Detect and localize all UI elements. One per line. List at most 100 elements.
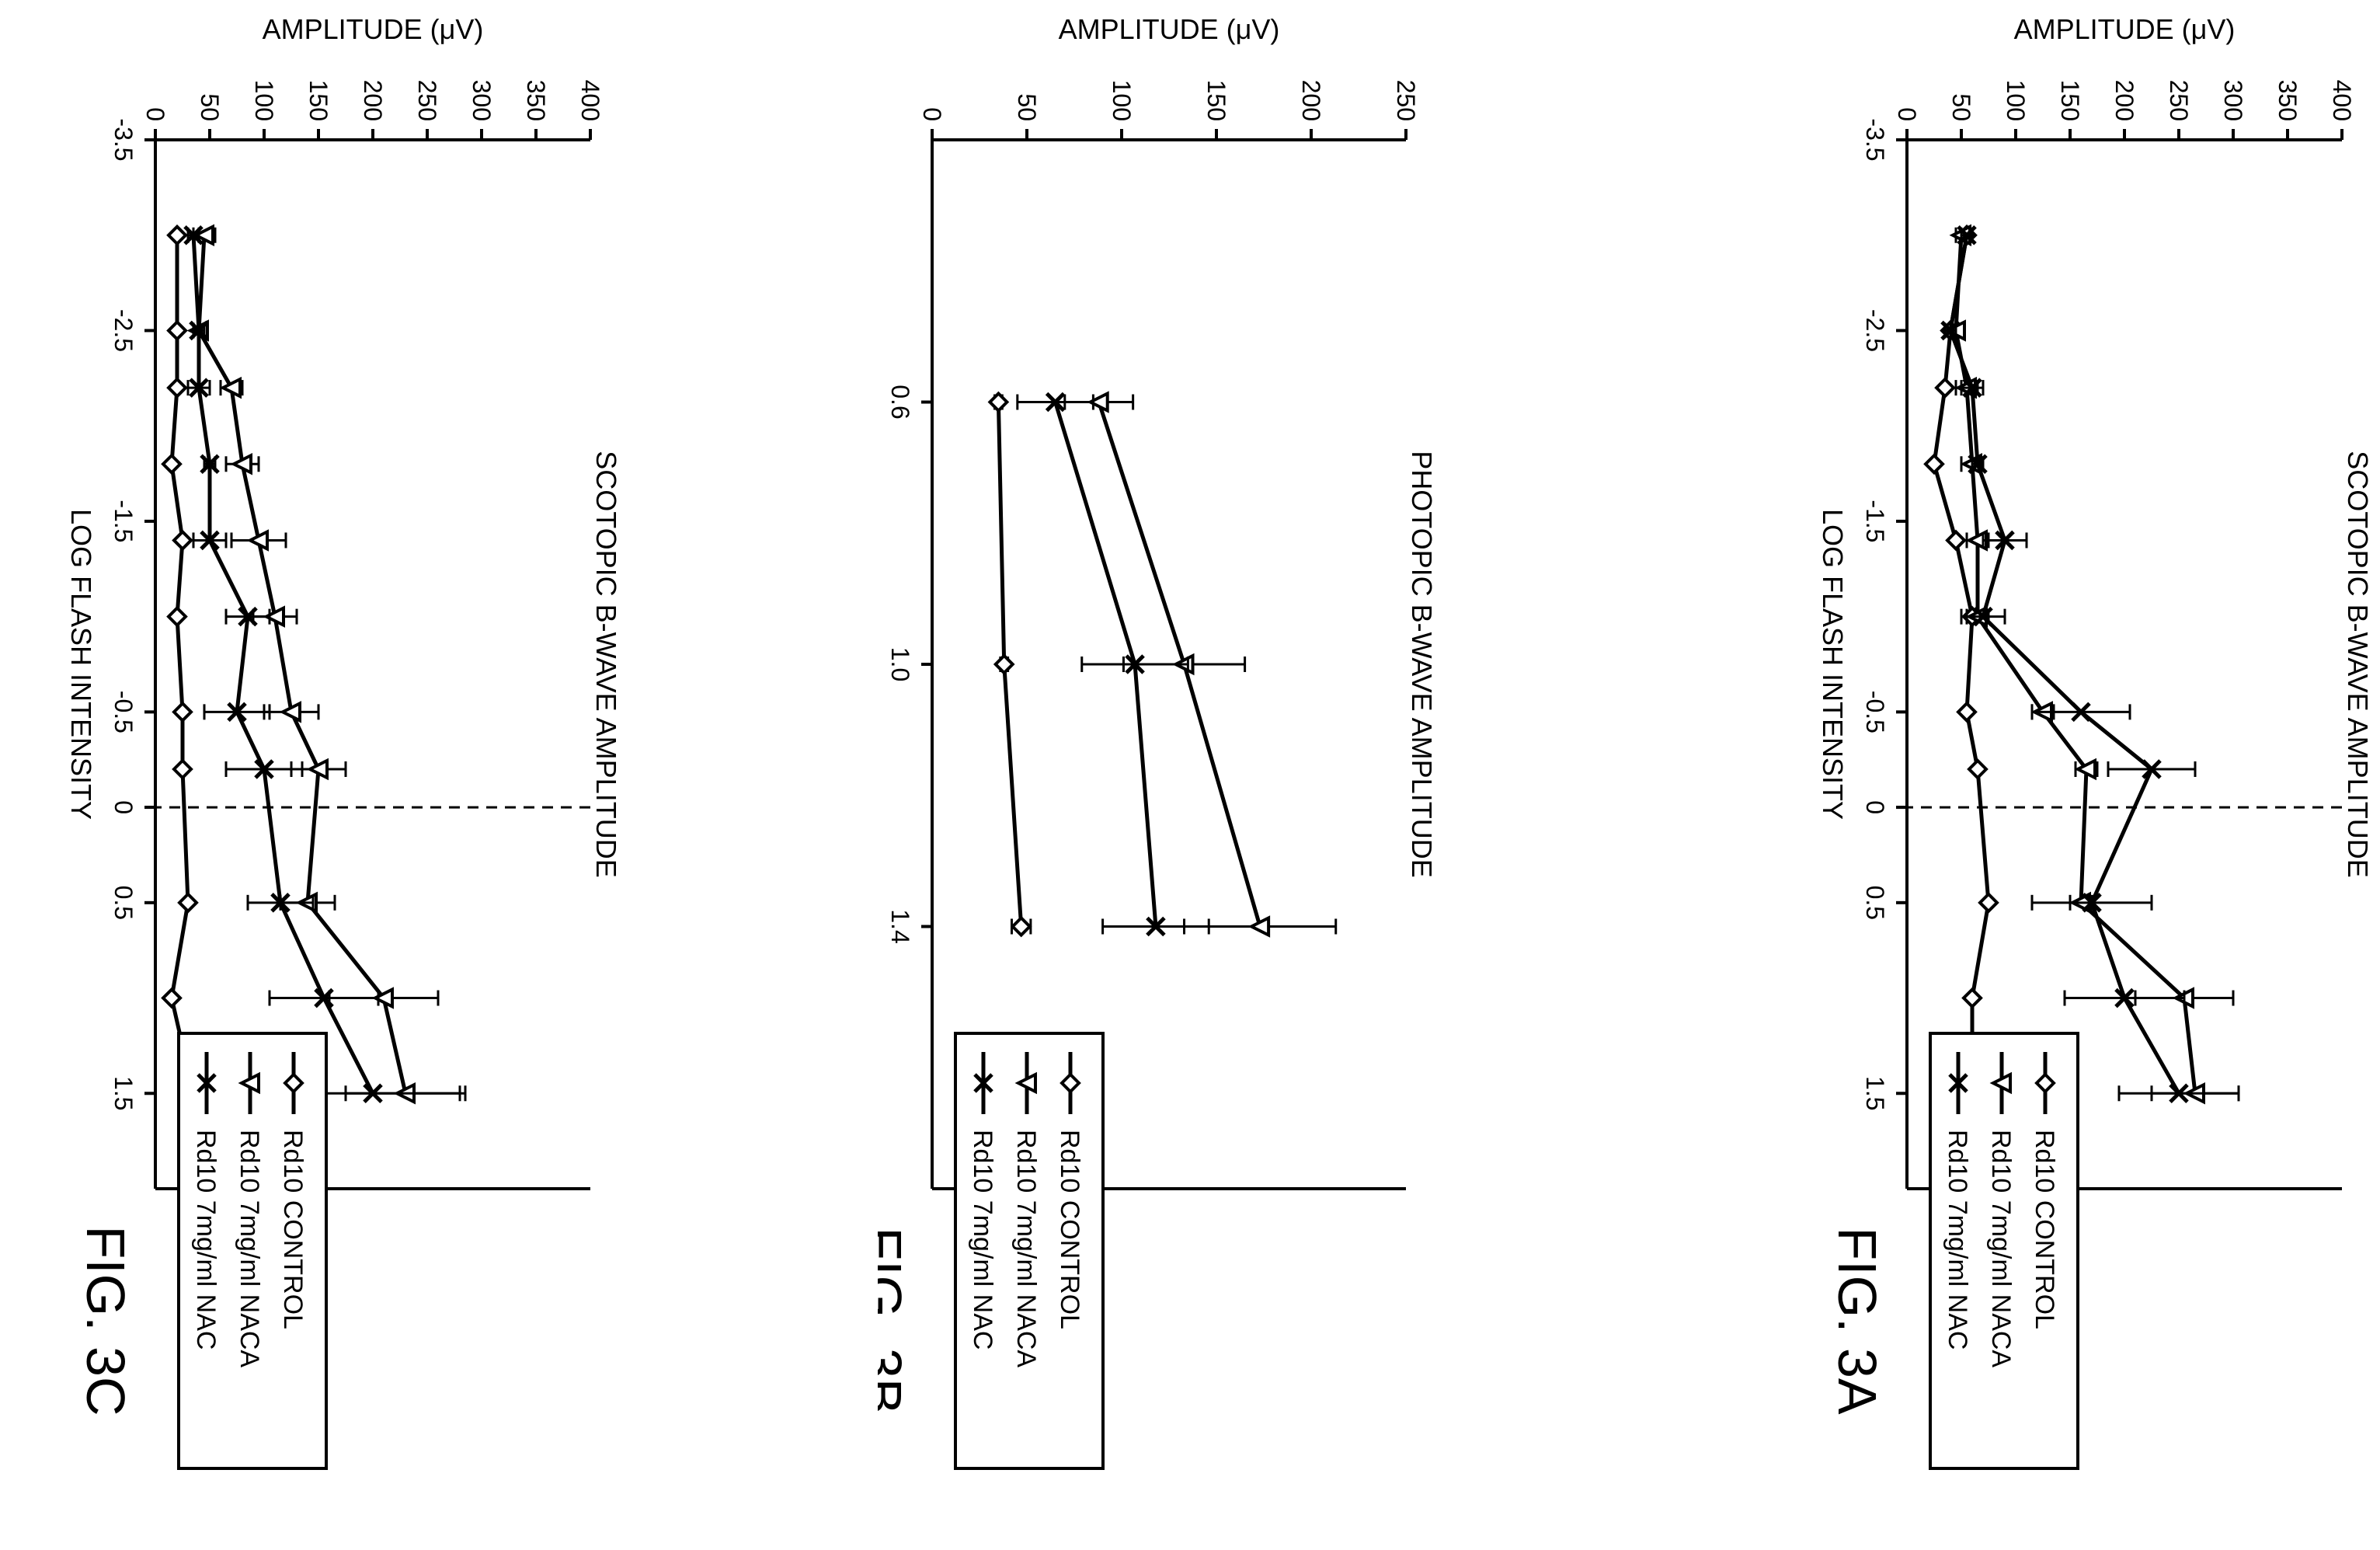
series-rd10-7mg-ml-naca [1943, 224, 2240, 1105]
data-point [192, 224, 214, 246]
y-tick-label: 400 [2328, 80, 2356, 121]
series-rd10-7mg-ml-nac [1016, 392, 1210, 937]
legend-label: Rd10 7mg/ml NACA [235, 1130, 264, 1367]
legend-label: Rd10 7mg/ml NAC [191, 1130, 221, 1350]
series-line [197, 235, 408, 1094]
chart-title: SCOTOPIC B-WAVE AMPLITUDE [2342, 451, 2373, 877]
data-point [166, 605, 188, 628]
series-rd10-control [161, 224, 204, 1105]
y-tick-label: 200 [1297, 80, 1325, 121]
series-line [1954, 235, 2197, 1094]
data-point [363, 1083, 383, 1104]
data-point [1968, 454, 1988, 475]
chart-title: SCOTOPIC B-WAVE AMPLITUDE [590, 451, 621, 877]
data-point [1045, 392, 1066, 413]
legend-item: Rd10 7mg/ml NACA [1986, 1052, 2016, 1367]
legend: Rd10 CONTROL Rd10 7mg/ml NACA Rd10 7mg/ml … [177, 1032, 328, 1470]
y-tick-label: 50 [1013, 93, 1041, 121]
data-point [1995, 530, 2015, 551]
series-rd10-7mg-ml-nac [1940, 225, 2240, 1104]
fig-3a-panel: 0 50 100 150 200 250 300 350 400 -3.5 -2.5 -1.5 -0.5… [1817, 16, 2373, 1470]
data-point [1125, 654, 1145, 674]
y-tick-label: 300 [2219, 80, 2247, 121]
legend-marker [973, 1073, 993, 1093]
x-tick-label: -0.5 [1861, 691, 1889, 733]
y-tick-label: 150 [1202, 80, 1230, 121]
y-tick-label: 200 [359, 80, 387, 121]
data-point [1961, 987, 1983, 1009]
legend-item: Rd10 7mg/ml NACA [1011, 1052, 1041, 1367]
data-point [314, 987, 334, 1008]
y-tick-label: 50 [196, 93, 224, 121]
y-axis-label: AMPLITUDE (μV) [263, 16, 484, 45]
data-point [1967, 758, 1989, 780]
x-tick-label: -2.5 [1861, 309, 1889, 352]
legend-marker [197, 1073, 217, 1093]
data-point [2114, 987, 2135, 1008]
fig-3a-chart: 0 50 100 150 200 250 300 350 400 -3.5 -2.5 -1.5 -0.5… [1817, 16, 2373, 1470]
legend-marker [1060, 1072, 1081, 1094]
legend-label: Rd10 CONTROL [2030, 1130, 2059, 1329]
legend: Rd10 CONTROL Rd10 7mg/ml NACA Rd10 7mg/ml … [1929, 1032, 2079, 1470]
x-tick-label: 1.5 [110, 1076, 137, 1110]
legend-item: Rd10 7mg/ml NAC [968, 1052, 997, 1350]
y-tick-label: 150 [304, 80, 332, 121]
series-rd10-control [987, 391, 1032, 938]
legend-label: Rd10 7mg/ml NACA [1011, 1130, 1041, 1367]
data-point [1945, 529, 1967, 552]
data-point [1973, 606, 1993, 627]
data-point [1146, 916, 1166, 937]
fig-3c-panel: 0 50 100 150 200 250 300 350 400 -3.5 -2.5 -1.5 -0.5… [65, 16, 621, 1470]
y-tick-label: 0 [141, 107, 169, 121]
x-tick-label: 0.5 [110, 886, 137, 920]
y-tick-label: 50 [1947, 93, 1975, 121]
legend-label: Rd10 CONTROL [278, 1130, 308, 1329]
data-point [993, 653, 1015, 675]
data-point [1940, 320, 1961, 341]
data-point [161, 453, 183, 475]
data-point [1962, 378, 1982, 398]
legend-item: Rd10 7mg/ml NAC [191, 1052, 221, 1350]
data-point [200, 454, 220, 475]
data-point [161, 987, 183, 1009]
data-point [987, 391, 1010, 413]
legend-item: Rd10 7mg/ml NAC [1943, 1052, 1972, 1350]
data-point [2142, 759, 2162, 779]
data-point [177, 891, 199, 914]
legend: Rd10 CONTROL Rd10 7mg/ml NACA Rd10 7mg/ml … [954, 1032, 1105, 1470]
legend-label: Rd10 7mg/ml NAC [968, 1130, 997, 1350]
x-tick-label: 1.0 [886, 647, 914, 681]
data-point [246, 529, 269, 552]
data-point [172, 701, 193, 723]
series-line [1948, 235, 2181, 1095]
figure-label: FIG. 3B [878, 1227, 913, 1414]
data-point [306, 758, 329, 781]
data-point [2074, 758, 2096, 781]
figure-label: FIG. 3C [75, 1225, 136, 1416]
data-point [172, 758, 193, 780]
legend-marker [1014, 1071, 1037, 1095]
y-tick-label: 200 [2110, 80, 2138, 121]
x-axis-label: LOG FLASH INTENSITY [1817, 509, 1849, 820]
y-tick-label: 100 [1108, 80, 1136, 121]
y-tick-label: 100 [250, 80, 278, 121]
x-tick-label: 0.5 [1861, 886, 1889, 920]
data-point [189, 320, 209, 341]
data-point [166, 224, 188, 246]
y-tick-label: 250 [413, 80, 441, 121]
y-tick-label: 250 [2165, 80, 2193, 121]
legend-marker [2034, 1072, 2056, 1094]
x-tick-label: 0 [110, 800, 137, 814]
data-point [219, 376, 242, 399]
data-point [189, 378, 209, 398]
x-tick-label: -1.5 [1861, 500, 1889, 542]
data-point [2082, 893, 2102, 913]
x-tick-label: -0.5 [110, 691, 137, 733]
data-point [1923, 453, 1945, 475]
legend-item: Rd10 CONTROL [1055, 1052, 1084, 1329]
data-point [1010, 915, 1032, 938]
data-point [1087, 391, 1109, 413]
data-point [1956, 701, 1978, 723]
